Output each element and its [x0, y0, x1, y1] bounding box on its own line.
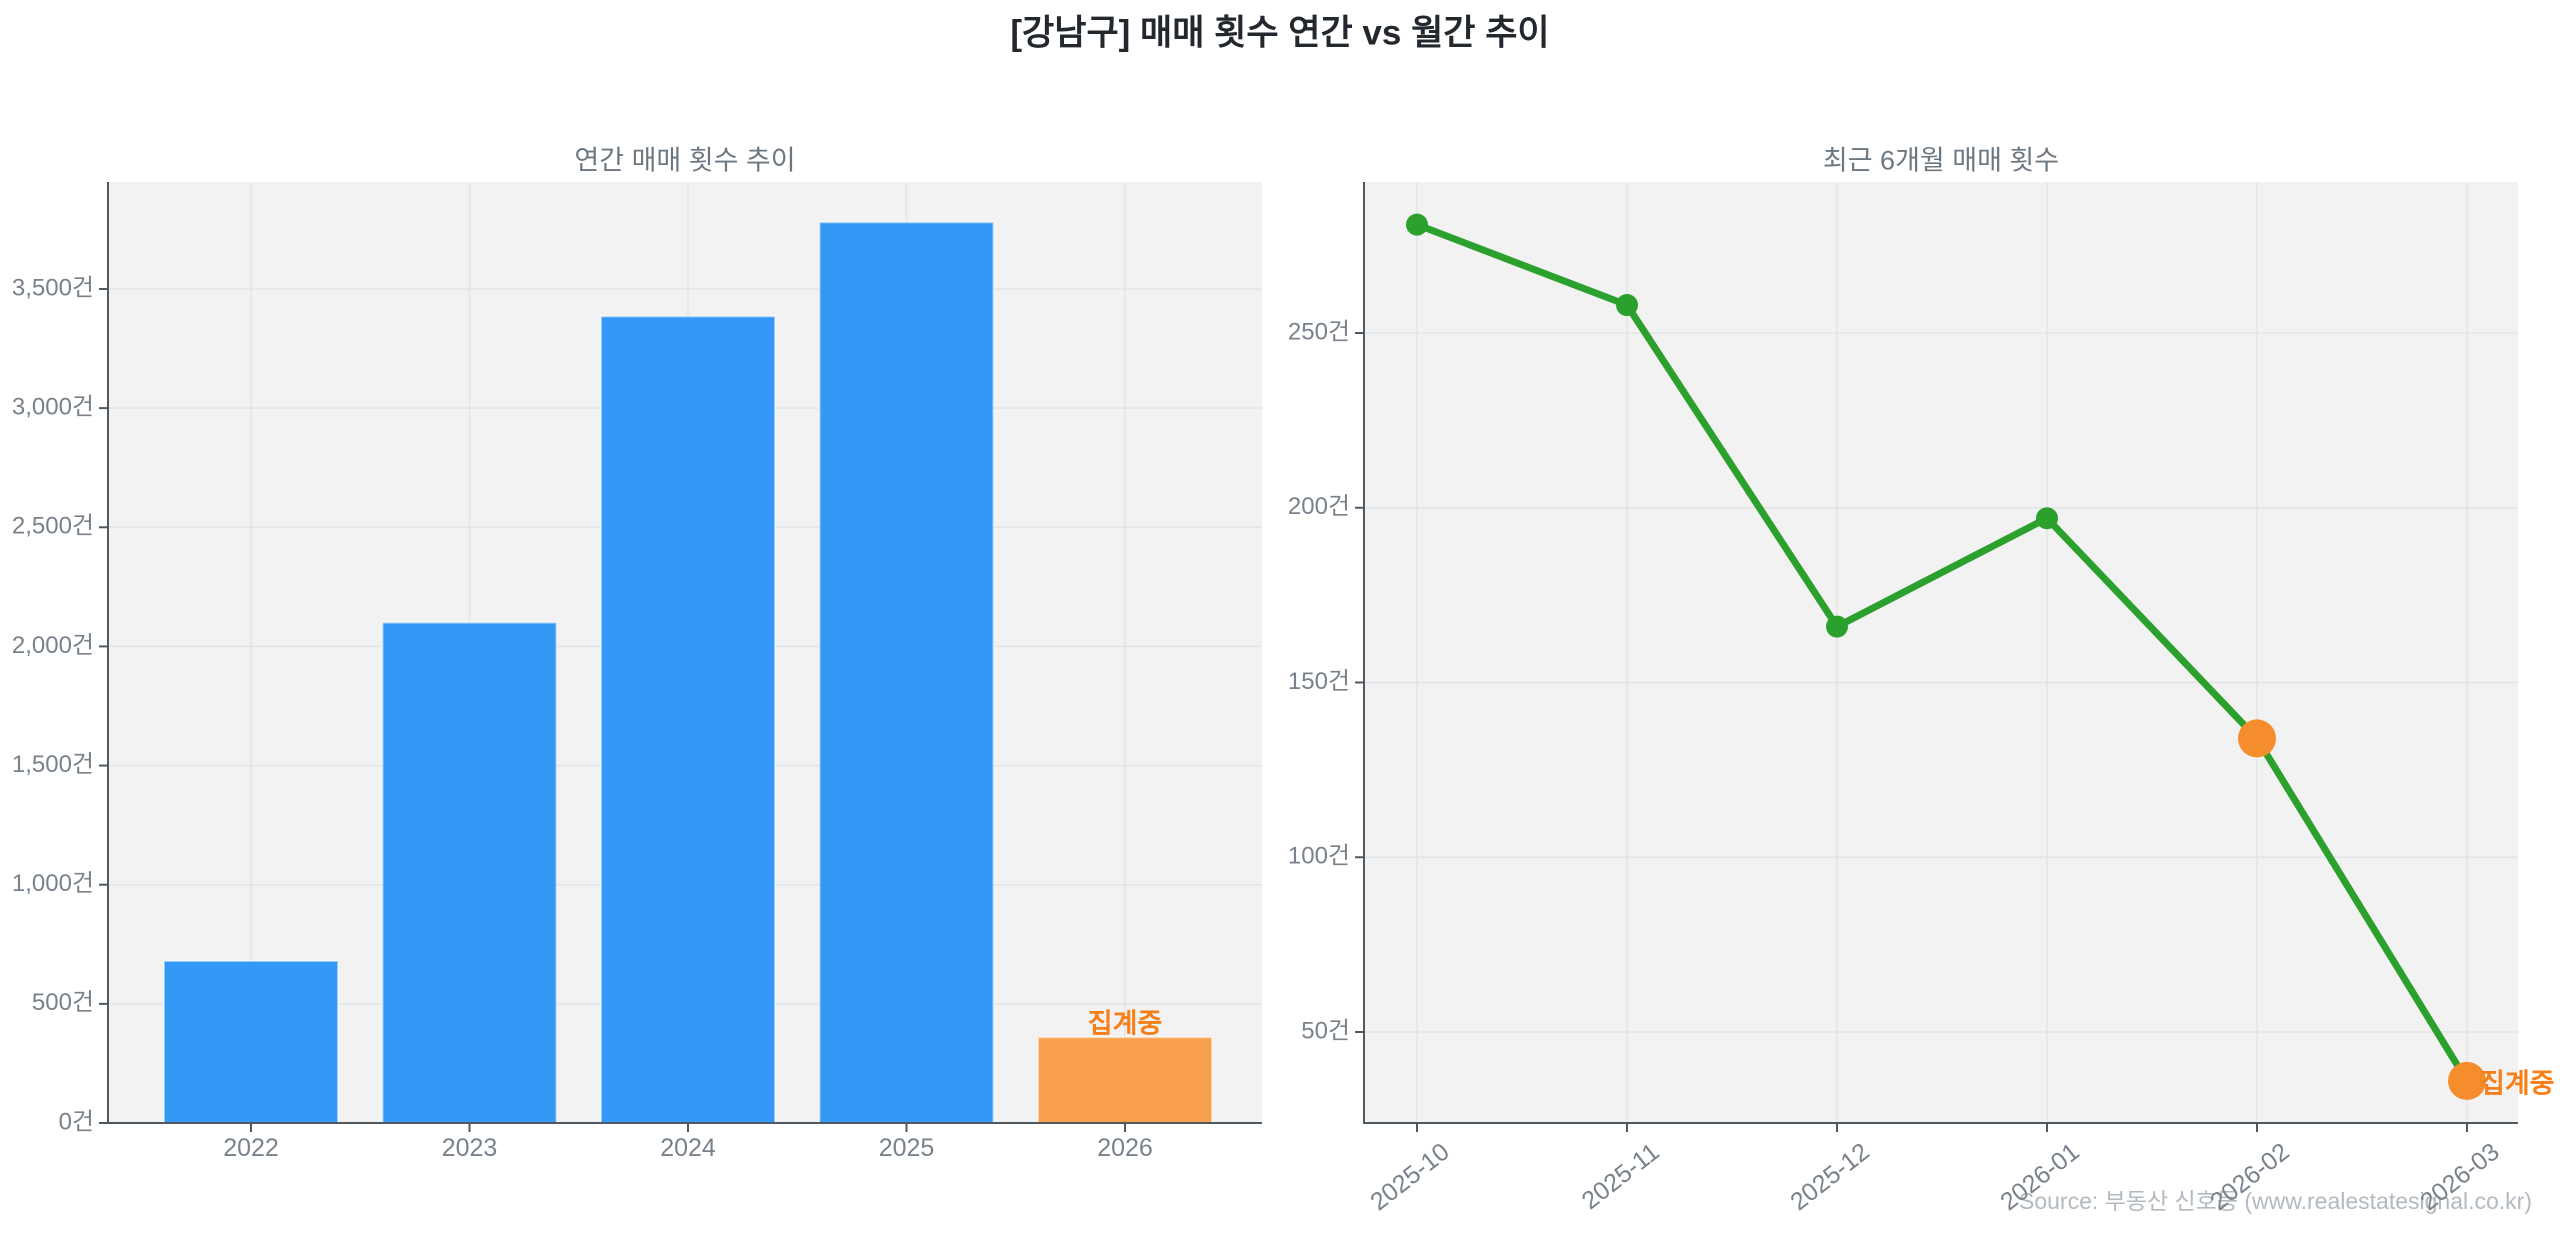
y-tick-label: 150건 — [1288, 668, 1350, 695]
data-point-2026-02 — [2238, 719, 2276, 758]
data-point-2025-11 — [1616, 294, 1638, 317]
x-tick-label: 2026-03 — [2415, 1138, 2505, 1217]
x-tick-label: 2022 — [223, 1134, 279, 1162]
chart-title-monthly: 최근 6개월 매매 횟수 — [1822, 145, 2060, 176]
x-tick-label: 2025 — [879, 1134, 935, 1162]
x-tick-label: 2026-02 — [2205, 1138, 2295, 1217]
x-tick-label: 2025-12 — [1785, 1138, 1875, 1217]
data-point-2026-01 — [2036, 507, 2058, 530]
data-point-2026-03 — [2448, 1061, 2486, 1100]
bar-2025 — [818, 221, 995, 1124]
y-tick-label: 200건 — [1288, 493, 1350, 520]
y-tick-label: 250건 — [1288, 318, 1350, 345]
x-tick-label: 2026 — [1097, 1134, 1153, 1162]
y-tick-label: 500건 — [32, 989, 94, 1016]
trend-line — [1413, 221, 2471, 1085]
x-tick-label: 2023 — [442, 1134, 498, 1162]
aggregating-label-annual: 집계중 — [1087, 1008, 1163, 1039]
x-tick-label: 2025-11 — [1577, 1138, 1665, 1215]
bar-2022 — [163, 959, 339, 1125]
y-tick-label: 100건 — [1288, 843, 1350, 870]
y-tick-label: 3,500건 — [12, 274, 94, 301]
y-tick-label: 1,500건 — [12, 751, 94, 778]
bar-2023 — [381, 621, 558, 1124]
x-tick-label: 2025-10 — [1365, 1138, 1455, 1217]
bar-2026 — [1037, 1036, 1213, 1124]
y-tick-label: 50건 — [1301, 1017, 1350, 1044]
chart-title-annual: 연간 매매 횟수 추이 — [574, 145, 796, 176]
data-point-2025-10 — [1406, 213, 1428, 236]
source-note: Source: 부동산 신호등 (www.realestatesignal.co… — [2019, 1188, 2532, 1214]
y-tick-label: 2,000건 — [12, 632, 94, 659]
y-tick-label: 1,000건 — [12, 870, 94, 897]
y-tick-label: 0건 — [59, 1108, 94, 1135]
x-tick-label: 2024 — [660, 1134, 716, 1162]
data-point-2025-12 — [1826, 615, 1848, 638]
x-tick-label: 2026-01 — [1995, 1138, 2085, 1217]
figure-title: [강남구] 매매 횟수 연간 vs 월간 추이 — [1010, 13, 1550, 53]
y-tick-label: 3,000건 — [12, 393, 94, 420]
plot-bg — [1364, 182, 2518, 1123]
bar-2024 — [600, 315, 776, 1124]
aggregating-label-monthly: 집계중 — [2480, 1068, 2555, 1099]
y-tick-label: 2,500건 — [12, 513, 94, 540]
